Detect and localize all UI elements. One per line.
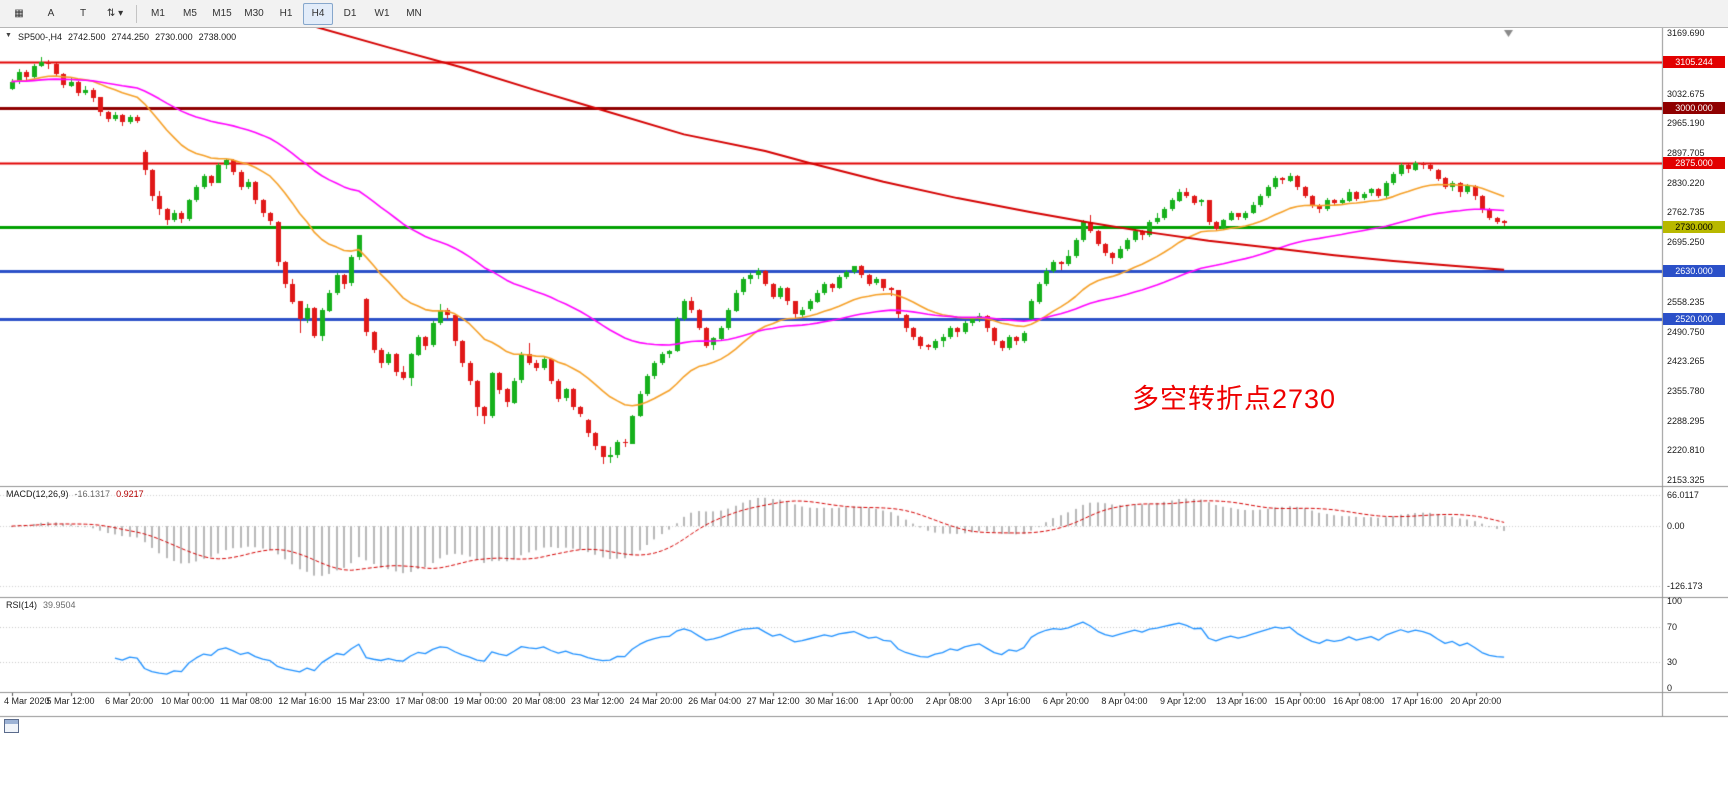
annotation-text[interactable]: 多空转折点2730: [1132, 384, 1337, 414]
timeframe-h1[interactable]: H1: [279, 8, 293, 19]
ohlc-high: 2744.250: [111, 32, 150, 42]
toolbar-separator: [136, 4, 137, 23]
text-t-button[interactable]: T: [79, 8, 87, 19]
time-axis-label: 2 Apr 08:00: [925, 696, 972, 706]
time-axis-label: 17 Mar 08:00: [395, 696, 449, 706]
minimized-window-icon[interactable]: [4, 719, 19, 733]
timeframe-m1[interactable]: M1: [151, 8, 165, 19]
time-axis-label: 5 Mar 12:00: [46, 696, 95, 706]
one-click-collapse-icon[interactable]: ▼: [5, 32, 12, 39]
price-axis-label: 3169.690: [1667, 28, 1705, 39]
macd-label: MACD(12,26,9) -16.1317 0.9217: [6, 489, 144, 499]
macd-signal-value: 0.9217: [116, 489, 144, 499]
time-axis-label: 20 Mar 08:00: [512, 696, 566, 706]
macd-scale-label: -126.173: [1667, 580, 1703, 591]
time-axis-label: 26 Mar 04:00: [688, 696, 742, 706]
price-badge-2630.000: 2630.000: [1663, 264, 1725, 277]
symbol-label: SP500-,H4: [17, 32, 62, 42]
price-axis-label: 2288.295: [1667, 415, 1705, 426]
time-axis-label: 11 Mar 08:00: [220, 696, 273, 706]
timeframe-m15[interactable]: M15: [212, 8, 232, 19]
chart-windows-button[interactable]: ▦: [14, 8, 24, 19]
time-axis-label: 20 Apr 20:00: [1450, 696, 1502, 706]
ohlc-low: 2730.000: [155, 32, 193, 42]
chart-window[interactable]: ▼ SP500-,H4 2742.500 2744.250 2730.000 2…: [0, 28, 1728, 790]
rsi-scale-label: 30: [1667, 656, 1678, 667]
chart-info-line: ▼ SP500-,H4 2742.500 2744.250 2730.000 2…: [5, 32, 236, 42]
timeframe-d1[interactable]: D1: [343, 8, 357, 19]
timeframe-w1[interactable]: W1: [374, 8, 390, 19]
price-badge-3105.244: 3105.244: [1663, 55, 1725, 68]
time-axis-label: 15 Mar 23:00: [336, 696, 390, 706]
timeframe-mn[interactable]: MN: [406, 8, 422, 19]
time-axis-label: 6 Mar 20:00: [105, 696, 154, 706]
time-axis-label: 4 Mar 2020: [4, 696, 50, 706]
time-axis-label: 24 Mar 20:00: [629, 696, 683, 706]
chart-canvas[interactable]: [0, 28, 1728, 790]
ohlc-close: 2738.000: [198, 32, 237, 42]
time-axis-label: 12 Mar 16:00: [278, 696, 332, 706]
toolbar-icon-buttons: ▦ A T ⇅ ▾: [3, 3, 131, 25]
time-axis-label: 1 Apr 00:00: [867, 696, 914, 706]
macd-title: MACD(12,26,9): [6, 489, 69, 499]
price-axis-label: 2965.190: [1667, 118, 1705, 129]
timeframe-m30[interactable]: M30: [244, 8, 264, 19]
macd-value: -16.1317: [74, 489, 111, 499]
time-axis-label: 27 Mar 12:00: [746, 696, 800, 706]
time-axis-label: 13 Apr 16:00: [1216, 696, 1268, 706]
timeframe-buttons: M1 M5 M15 M30 H1 H4 D1 W1 MN: [142, 2, 430, 25]
timeframe-m5[interactable]: M5: [183, 8, 197, 19]
toolbar: ▦ A T ⇅ ▾ M1 M5 M15 M30 H1 H4 D1 W1 MN: [0, 0, 1728, 28]
timeframe-h4[interactable]: H4: [303, 2, 333, 25]
rsi-value: 39.9504: [43, 600, 76, 610]
price-axis-label: 3032.675: [1667, 88, 1705, 99]
price-badge-2730.000: 2730.000: [1663, 220, 1725, 233]
time-axis-label: 15 Apr 00:00: [1274, 696, 1326, 706]
time-axis-label: 9 Apr 12:00: [1159, 696, 1207, 706]
ohlc-open: 2742.500: [67, 32, 106, 42]
price-badge-2520.000: 2520.000: [1663, 312, 1725, 325]
macd-scale-label: 66.0117: [1667, 489, 1699, 500]
price-axis-label: 2695.250: [1667, 236, 1705, 247]
rsi-scale-label: 100: [1667, 596, 1683, 607]
rsi-title: RSI(14): [6, 600, 38, 610]
price-axis-label: 2558.235: [1667, 297, 1705, 308]
time-axis-label: 8 Apr 04:00: [1101, 696, 1148, 706]
time-axis-label: 19 Mar 00:00: [453, 696, 507, 706]
macd-scale-label: 0.00: [1667, 521, 1685, 532]
price-axis-label: 2830.220: [1667, 177, 1705, 188]
price-axis-label: 2490.750: [1667, 326, 1705, 337]
time-axis-label: 17 Apr 16:00: [1391, 696, 1443, 706]
time-axis-label: 30 Mar 16:00: [805, 696, 859, 706]
sort-arrows-button[interactable]: ⇅ ▾: [106, 8, 124, 19]
price-axis-label: 2423.265: [1667, 356, 1705, 367]
price-badge-2875.000: 2875.000: [1663, 156, 1725, 169]
time-axis-label: 10 Mar 00:00: [161, 696, 215, 706]
price-axis-label: 2355.780: [1667, 386, 1705, 397]
time-axis-label: 3 Apr 16:00: [984, 696, 1031, 706]
price-axis-label: 2220.810: [1667, 445, 1705, 456]
rsi-label: RSI(14) 39.9504: [6, 600, 76, 610]
price-axis-label: 2897.705: [1667, 147, 1705, 158]
rsi-scale-label: 70: [1667, 622, 1678, 633]
price-axis-label: 2762.735: [1667, 207, 1705, 218]
time-axis-label: 16 Apr 08:00: [1333, 696, 1385, 706]
annotate-a-button[interactable]: A: [47, 8, 55, 19]
time-axis-label: 23 Mar 12:00: [570, 696, 625, 706]
time-axis-label: 6 Apr 20:00: [1042, 696, 1089, 706]
rsi-scale-label: 0: [1667, 682, 1673, 693]
price-badge-3000.000: 3000.000: [1663, 101, 1725, 114]
price-axis-label: 2153.325: [1667, 475, 1705, 486]
